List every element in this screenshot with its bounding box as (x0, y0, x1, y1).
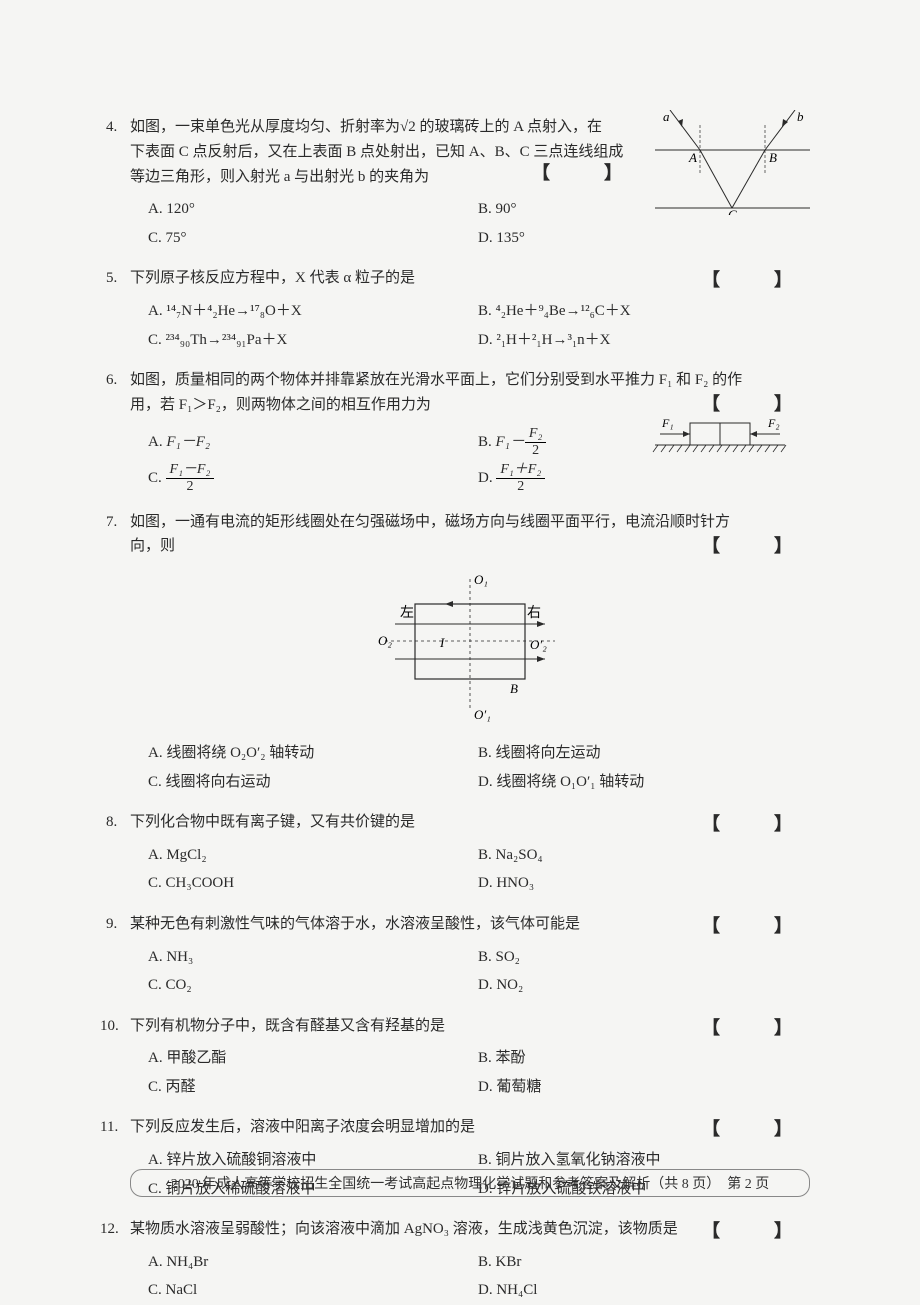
q5-choice-d: D. ²₁H＋²₁H→³₁n＋X (478, 326, 810, 355)
q4-choice-c: C. 75° (148, 224, 478, 253)
q9-choice-b: B. SO₂ (478, 943, 810, 972)
q9-bracket: 【 】 (702, 912, 810, 942)
q7-choice-a: A. 线圈将绕 O₂O′₂ 轴转动 (148, 739, 478, 768)
q12-choice-d: D. NH₄Cl (478, 1276, 810, 1305)
question-10: 10. 下列有机物分子中，既含有醛基又含有羟基的是 【 】 A. 甲酸乙酯 B.… (130, 1014, 810, 1102)
q5-choice-b: B. ⁴₂He＋⁹₄Be→¹²₆C＋X (478, 297, 810, 326)
question-12: 12. 某物质水溶液呈弱酸性；向该溶液中滴加 AgNO₃ 溶液，生成浅黄色沉淀，… (130, 1217, 810, 1305)
page-footer: 2020 年成人高等学校招生全国统一考试高起点物理化学试题和参考答案及解析（共 … (130, 1169, 810, 1197)
q7-choice-b: B. 线圈将向左运动 (478, 739, 810, 768)
svg-text:O′₁: O′₁ (474, 707, 491, 722)
q4-choice-d: D. 135° (478, 224, 810, 253)
q5-choice-c: C. ²³⁴₉₀Th→²³⁴₉₁Pa＋X (148, 326, 478, 355)
q7-stem-l2: 向，则 (130, 538, 175, 554)
q11-number: 11. (100, 1115, 118, 1140)
q12-number: 12. (100, 1217, 119, 1242)
q6-diagram: F₁ F₂ (650, 418, 790, 463)
q8-choice-a: A. MgCl₂ (148, 841, 478, 870)
q10-choice-a: A. 甲酸乙酯 (148, 1044, 478, 1073)
q9-choice-c: C. CO₂ (148, 971, 478, 1000)
q12-choice-a: A. NH₄Br (148, 1248, 478, 1277)
q6-bracket: 【 】 (702, 390, 810, 420)
q8-choice-b: B. Na₂SO₄ (478, 841, 810, 870)
q4-stem-l1: 如图，一束单色光从厚度均匀、折射率为√2 的玻璃砖上的 A 点射入，在 (130, 119, 602, 135)
q7-choice-d: D. 线圈将绕 O₁O′₁ 轴转动 (478, 768, 810, 797)
svg-text:a: a (663, 110, 670, 124)
q10-stem: 下列有机物分子中，既含有醛基又含有羟基的是 (130, 1018, 445, 1034)
svg-text:I: I (439, 635, 445, 650)
question-9: 9. 某种无色有刺激性气味的气体溶于水，水溶液呈酸性，该气体可能是 【 】 A.… (130, 912, 810, 1000)
q4-number: 4. (106, 115, 117, 140)
svg-text:O₁: O₁ (474, 572, 488, 587)
q4-stem-l2: 下表面 C 点反射后，又在上表面 B 点处射出，已知 A、B、C 三点连线组成 (130, 144, 623, 160)
svg-text:右: 右 (527, 605, 541, 621)
q10-choice-d: D. 葡萄糖 (478, 1073, 810, 1102)
q11-bracket: 【 】 (702, 1115, 810, 1145)
q6-stem-l1: 如图，质量相同的两个物体并排靠紧放在光滑水平面上，它们分别受到水平推力 F₁ 和… (130, 372, 742, 388)
q11-stem: 下列反应发生后，溶液中阳离子浓度会明显增加的是 (130, 1119, 475, 1135)
q7-number: 7. (106, 510, 117, 535)
q7-stem-l1: 如图，一通有电流的矩形线圈处在匀强磁场中，磁场方向与线圈平面平行，电流沿顺时针方 (130, 514, 730, 530)
q10-number: 10. (100, 1014, 119, 1039)
svg-text:C: C (728, 207, 737, 215)
svg-text:F₂: F₂ (767, 418, 780, 430)
q8-choice-c: C. CH₃COOH (148, 869, 478, 898)
q12-stem: 某物质水溶液呈弱酸性；向该溶液中滴加 AgNO₃ 溶液，生成浅黄色沉淀，该物质是 (130, 1221, 678, 1237)
q4-diagram: a b A B C (655, 110, 810, 215)
q6-choice-c: C. F₁－F₂2 (148, 460, 478, 496)
q12-bracket: 【 】 (702, 1217, 810, 1247)
q9-choice-d: D. NO₂ (478, 971, 810, 1000)
q7-diagram: O₁ O′₁ O₂ O′₂ 左 右 I B (370, 569, 570, 724)
q6-stem-l2: 用，若 F₁＞F₂，则两物体之间的相互作用力为 (130, 397, 431, 413)
q5-number: 5. (106, 266, 117, 291)
svg-text:O′₂: O′₂ (530, 637, 547, 652)
q9-number: 9. (106, 912, 117, 937)
q8-number: 8. (106, 810, 117, 835)
question-5: 5. 下列原子核反应方程中，X 代表 α 粒子的是 【 】 A. ¹⁴₇N＋⁴₂… (130, 266, 810, 354)
q6-number: 6. (106, 368, 117, 393)
q10-choice-b: B. 苯酚 (478, 1044, 810, 1073)
q9-stem: 某种无色有刺激性气味的气体溶于水，水溶液呈酸性，该气体可能是 (130, 916, 580, 932)
q8-choice-d: D. HNO₃ (478, 869, 810, 898)
q6-choice-d: D. F₁＋F₂2 (478, 460, 810, 496)
question-7: 7. 如图，一通有电流的矩形线圈处在匀强磁场中，磁场方向与线圈平面平行，电流沿顺… (130, 510, 810, 797)
svg-text:O₂: O₂ (378, 633, 392, 648)
svg-text:左: 左 (400, 605, 414, 621)
q7-bracket: 【 】 (702, 532, 810, 562)
svg-text:A: A (688, 150, 697, 165)
q4-choice-a: A. 120° (148, 195, 478, 224)
q5-stem: 下列原子核反应方程中，X 代表 α 粒子的是 (130, 270, 415, 286)
q4-bracket: 【 】 (532, 159, 640, 189)
q5-bracket: 【 】 (702, 266, 810, 296)
question-8: 8. 下列化合物中既有离子键，又有共价键的是 【 】 A. MgCl₂ B. N… (130, 810, 810, 898)
q10-choice-c: C. 丙醛 (148, 1073, 478, 1102)
q6-choice-a: A. F₁－F₂ (148, 424, 478, 460)
svg-text:b: b (797, 110, 804, 124)
svg-text:B: B (510, 681, 518, 696)
q8-stem: 下列化合物中既有离子键，又有共价键的是 (130, 814, 415, 830)
q10-bracket: 【 】 (702, 1014, 810, 1044)
svg-text:B: B (769, 150, 777, 165)
question-4: 4. 如图，一束单色光从厚度均匀、折射率为√2 的玻璃砖上的 A 点射入，在 下… (130, 115, 810, 252)
q8-bracket: 【 】 (702, 810, 810, 840)
q12-choice-c: C. NaCl (148, 1276, 478, 1305)
svg-text:F₁: F₁ (661, 418, 674, 430)
q12-choice-b: B. KBr (478, 1248, 810, 1277)
q5-choice-a: A. ¹⁴₇N＋⁴₂He→¹⁷₈O＋X (148, 297, 478, 326)
q9-choice-a: A. NH₃ (148, 943, 478, 972)
q7-choice-c: C. 线圈将向右运动 (148, 768, 478, 797)
q4-stem-l3: 等边三角形，则入射光 a 与出射光 b 的夹角为 (130, 169, 429, 185)
question-6: 6. 如图，质量相同的两个物体并排靠紧放在光滑水平面上，它们分别受到水平推力 F… (130, 368, 810, 496)
